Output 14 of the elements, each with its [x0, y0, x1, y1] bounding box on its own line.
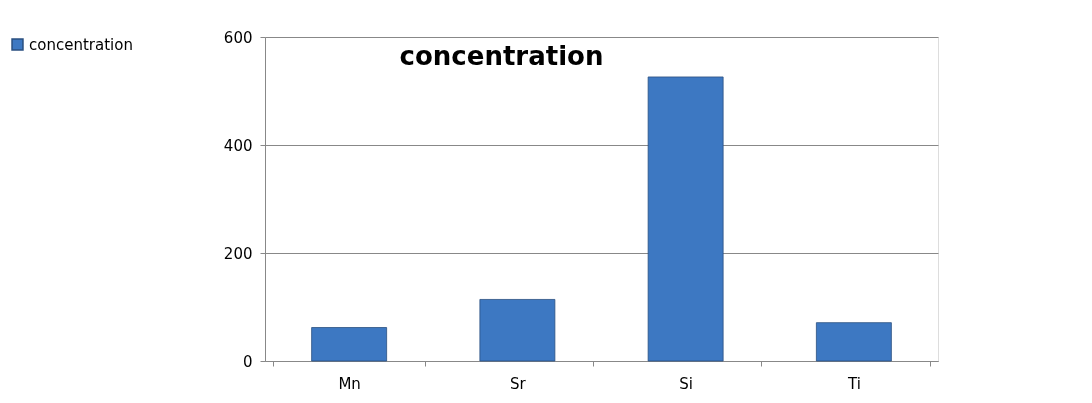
x-tick-label: Mn — [338, 374, 361, 393]
bar — [815, 322, 892, 362]
legend-label: concentration — [29, 35, 133, 54]
bar — [479, 299, 556, 362]
bar — [311, 327, 388, 362]
y-tick-label: 400 — [223, 136, 253, 155]
x-tick-label: Si — [679, 374, 693, 393]
y-tick-label: 600 — [223, 28, 253, 47]
y-tick-label: 200 — [223, 244, 253, 263]
chart-title: concentration — [399, 41, 604, 71]
x-tick-label: Sr — [510, 374, 527, 393]
x-tick-label: Ti — [846, 374, 861, 393]
y-tick-label: 0 — [242, 352, 253, 371]
bar — [647, 76, 724, 362]
